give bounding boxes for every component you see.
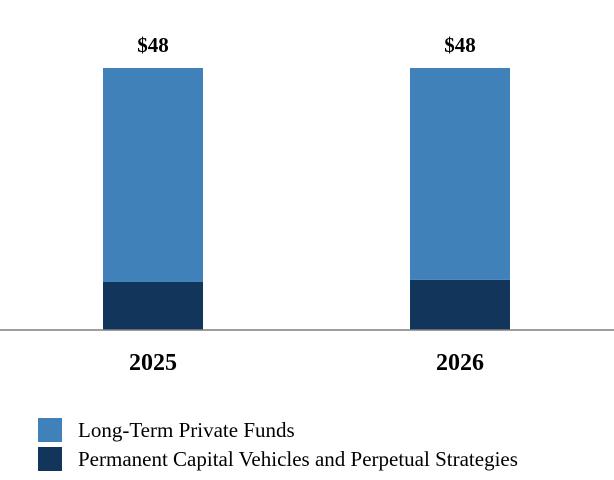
x-tick-label-2026: 2026	[436, 350, 484, 376]
legend-item-long-term-private-funds: Long-Term Private Funds	[38, 416, 518, 444]
x-tick-label-2025: 2025	[129, 350, 177, 376]
legend: Long-Term Private Funds Permanent Capita…	[38, 416, 518, 474]
legend-label: Long-Term Private Funds	[78, 417, 295, 442]
legend-label: Permanent Capital Vehicles and Perpetual…	[78, 446, 518, 471]
labels-layer: $48 2025 $48 2026	[129, 33, 484, 376]
bars-layer	[103, 68, 510, 330]
bar-segment-2026-series-0	[410, 279, 510, 330]
legend-swatch-permanent-capital-vehicles	[38, 447, 62, 471]
total-label-2026: $48	[444, 33, 476, 57]
bar-segment-2025-series-0	[103, 281, 203, 330]
bar-segment-2026-series-1	[410, 68, 510, 280]
legend-item-permanent-capital-vehicles: Permanent Capital Vehicles and Perpetual…	[38, 445, 518, 473]
total-label-2025: $48	[137, 33, 169, 57]
legend-swatch-long-term-private-funds	[38, 418, 62, 442]
bar-segment-2025-series-1	[103, 68, 203, 282]
